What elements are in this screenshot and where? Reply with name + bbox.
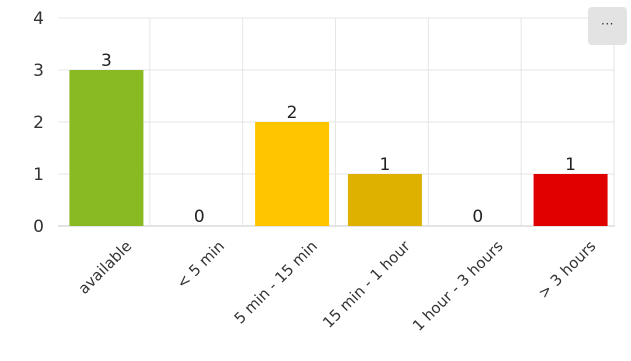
y-tick-label: 4 <box>33 9 44 29</box>
data-labels: 3 0 2 1 0 1 <box>101 51 576 227</box>
bar[interactable] <box>69 70 144 226</box>
data-label: 3 <box>101 51 112 71</box>
y-tick-label: 2 <box>33 113 44 133</box>
y-tick-label: 3 <box>33 61 44 81</box>
data-label: 0 <box>472 207 483 227</box>
data-label: 1 <box>565 155 576 175</box>
x-tick-label: < 5 min <box>173 237 228 292</box>
bar[interactable] <box>255 122 330 226</box>
gridlines <box>58 17 615 227</box>
x-tick-label: 1 hour - 3 hours <box>409 237 507 335</box>
more-options-button[interactable]: ··· <box>588 7 627 45</box>
data-label: 0 <box>194 207 205 227</box>
bar[interactable] <box>347 174 422 226</box>
x-tick-label: 15 min - 1 hour <box>319 237 414 332</box>
y-tick-label: 0 <box>33 217 44 237</box>
more-icon: ··· <box>601 17 614 31</box>
x-tick-label: 5 min - 15 min <box>231 237 321 327</box>
bars <box>69 70 608 226</box>
x-tick-label: > 3 hours <box>534 237 599 302</box>
y-tick-label: 1 <box>33 165 44 185</box>
data-label: 2 <box>287 103 298 123</box>
bar[interactable] <box>533 174 608 226</box>
data-label: 1 <box>380 155 391 175</box>
x-tick-label: available <box>75 237 136 298</box>
